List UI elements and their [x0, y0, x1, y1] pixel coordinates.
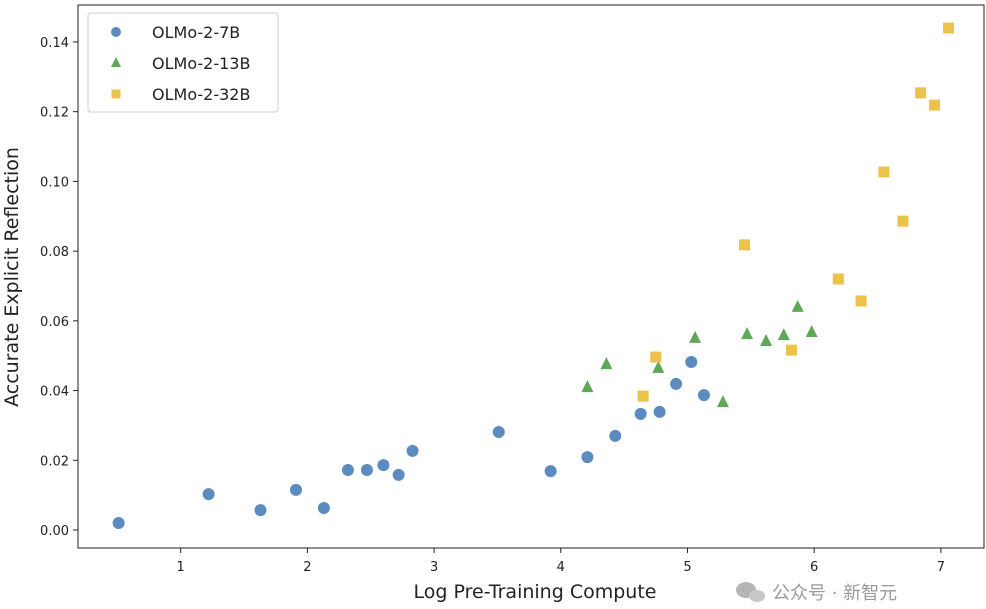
data-point-olmo-2-7b: [112, 517, 125, 530]
data-point-olmo-2-13b: [777, 328, 790, 341]
x-tick-label: 5: [683, 560, 691, 575]
legend-marker: [111, 89, 121, 99]
data-point-olmo-2-13b: [741, 327, 754, 340]
watermark: 公众号 · 新智元: [772, 583, 897, 604]
data-point-olmo-2-7b: [634, 407, 647, 420]
y-tick-label: 0.10: [40, 175, 69, 190]
y-tick-label: 0.12: [40, 106, 69, 121]
data-point-olmo-2-32b: [650, 351, 662, 363]
data-point-olmo-2-7b: [254, 504, 267, 517]
legend-marker: [111, 57, 121, 67]
data-point-olmo-2-32b: [637, 390, 649, 402]
data-point-olmo-2-32b: [929, 99, 941, 111]
data-point-olmo-2-7b: [406, 444, 419, 457]
x-tick-label: 3: [430, 560, 438, 575]
x-tick-label: 1: [177, 560, 185, 575]
data-point-olmo-2-13b: [652, 360, 665, 373]
data-point-olmo-2-7b: [317, 502, 330, 515]
data-point-olmo-2-7b: [697, 389, 710, 402]
legend-label: OLMo-2-13B: [152, 54, 250, 73]
data-point-olmo-2-13b: [716, 395, 729, 408]
y-tick-label: 0.02: [40, 454, 69, 469]
legend-label: OLMo-2-7B: [152, 23, 240, 42]
x-tick-label: 6: [810, 560, 818, 575]
data-point-olmo-2-7b: [609, 429, 622, 442]
data-point-olmo-2-32b: [739, 239, 751, 251]
data-point-olmo-2-7b: [202, 488, 215, 501]
data-point-olmo-2-13b: [805, 324, 818, 337]
data-point-olmo-2-7b: [581, 451, 594, 464]
data-point-olmo-2-13b: [689, 330, 702, 343]
data-point-olmo-2-7b: [360, 464, 373, 477]
data-point-olmo-2-32b: [897, 215, 909, 227]
data-point-olmo-2-7b: [492, 426, 505, 439]
data-point-olmo-2-7b: [670, 377, 683, 390]
data-point-olmo-2-7b: [544, 465, 557, 478]
data-point-olmo-2-32b: [855, 295, 867, 307]
y-tick-label: 0.04: [40, 385, 69, 400]
y-tick-label: 0.06: [40, 315, 69, 330]
data-point-olmo-2-7b: [685, 355, 698, 368]
data-point-olmo-2-7b: [341, 464, 354, 477]
data-point-olmo-2-32b: [878, 166, 890, 178]
data-point-olmo-2-7b: [377, 459, 390, 472]
wechat-icon: [736, 582, 765, 602]
data-point-olmo-2-13b: [760, 334, 773, 347]
data-point-olmo-2-13b: [600, 357, 613, 370]
y-tick-label: 0.14: [40, 36, 69, 51]
data-point-olmo-2-32b: [943, 22, 955, 34]
data-point-olmo-2-32b: [785, 344, 797, 356]
data-point-olmo-2-13b: [581, 380, 594, 393]
data-point-olmo-2-13b: [791, 299, 804, 312]
y-tick-label: 0.00: [40, 524, 69, 539]
data-point-olmo-2-7b: [653, 405, 666, 418]
y-tick-label: 0.08: [40, 245, 69, 260]
legend-label: OLMo-2-32B: [152, 85, 250, 104]
legend-box: [87, 12, 279, 113]
legend: OLMo-2-7B OLMo-2-13B OLMo-2-32B: [87, 12, 279, 113]
data-point-olmo-2-7b: [392, 468, 405, 481]
y-axis-label: Accurate Explicit Reflection: [1, 147, 23, 407]
x-tick-label: 4: [557, 560, 565, 575]
data-point-olmo-2-32b: [915, 87, 927, 99]
data-point-olmo-2-7b: [289, 483, 302, 496]
x-tick-label: 2: [303, 560, 311, 575]
x-axis-label: Log Pre-Training Compute: [414, 581, 657, 603]
x-tick-label: 7: [937, 560, 945, 575]
legend-marker: [111, 27, 121, 37]
data-point-olmo-2-32b: [832, 273, 844, 285]
